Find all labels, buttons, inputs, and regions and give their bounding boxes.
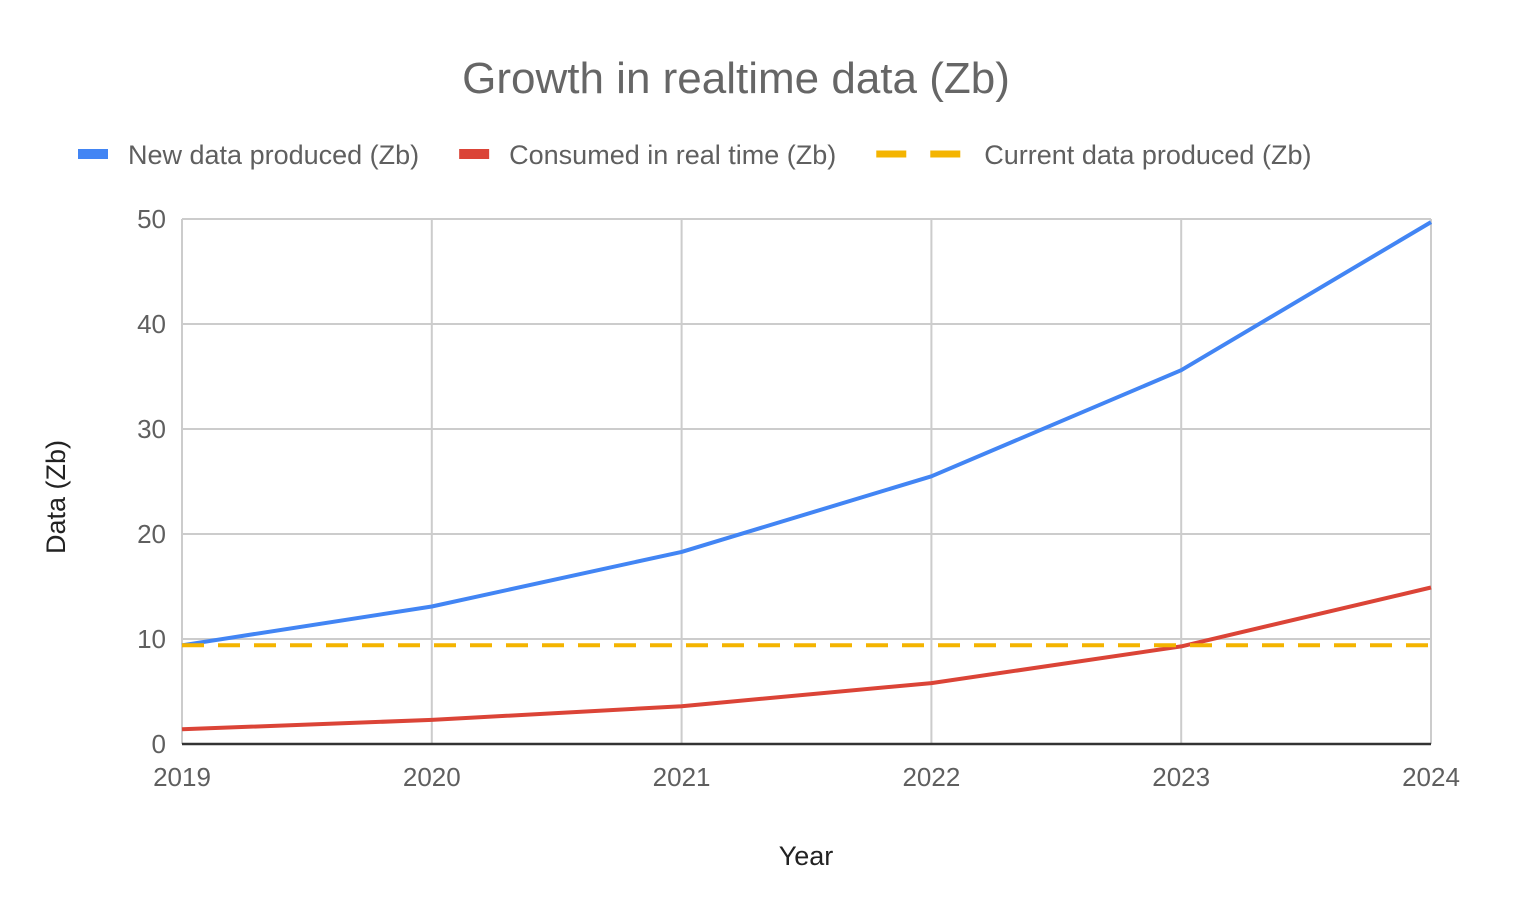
- legend: New data produced (Zb) Consumed in real t…: [78, 140, 1311, 170]
- legend-swatch: [78, 149, 108, 159]
- series-line-1: [181, 220, 1433, 648]
- series-line-2: [181, 585, 1432, 732]
- y-tick-label: 0: [152, 729, 166, 759]
- legend-item-1: New data produced (Zb): [78, 140, 419, 170]
- x-tick-label: 2023: [1152, 762, 1210, 792]
- y-tick-label: 10: [137, 624, 166, 654]
- legend-item-3: Current data produced (Zb): [876, 140, 1311, 170]
- legend-item-2: Consumed in real time (Zb): [459, 140, 836, 170]
- x-tick-label: 2019: [153, 762, 211, 792]
- legend-swatch: [459, 149, 490, 159]
- legend-label: Consumed in real time (Zb): [509, 140, 836, 170]
- y-tick-label: 50: [137, 204, 166, 234]
- x-tick-label: 2024: [1402, 762, 1460, 792]
- gridlines: [181, 218, 1432, 746]
- x-axis-label: Year: [779, 841, 834, 871]
- y-axis-tick-labels: 0 10 20 30 40 50: [137, 204, 166, 759]
- x-tick-label: 2021: [653, 762, 711, 792]
- y-tick-label: 20: [137, 519, 166, 549]
- legend-label: New data produced (Zb): [128, 140, 419, 170]
- series-lines: [181, 220, 1433, 732]
- x-tick-label: 2022: [902, 762, 960, 792]
- chart-title: Growth in realtime data (Zb): [462, 54, 1010, 103]
- x-axis-tick-labels: 2019 2020 2021 2022 2023 2024: [153, 762, 1460, 792]
- y-tick-label: 40: [137, 309, 166, 339]
- y-axis-label: Data (Zb): [41, 440, 71, 554]
- legend-label: Current data produced (Zb): [984, 140, 1311, 170]
- x-tick-label: 2020: [403, 762, 461, 792]
- y-tick-label: 30: [137, 414, 166, 444]
